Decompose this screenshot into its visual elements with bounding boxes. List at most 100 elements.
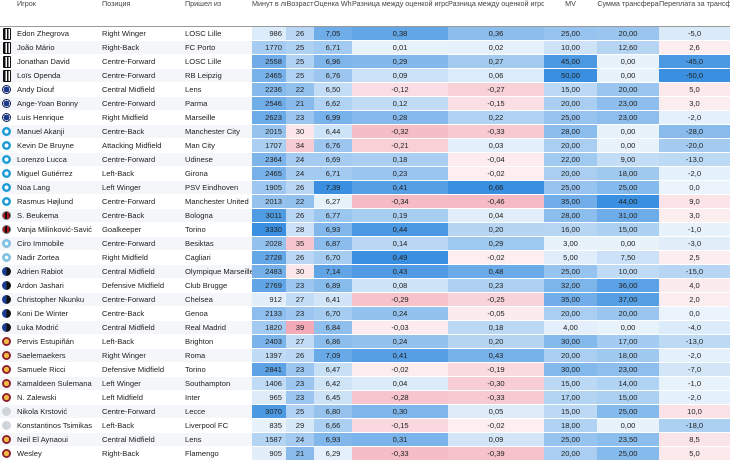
club-logo-cell	[0, 306, 13, 321]
cell-fee: 0,00	[597, 124, 659, 139]
cell-mv: 20,00	[544, 138, 597, 153]
cell-player: Jonathan David	[13, 54, 98, 69]
club-logo-cell	[0, 54, 13, 69]
cell-diff-team: 0,22	[448, 110, 544, 125]
roma-logo-icon	[2, 337, 11, 346]
cell-from: Man City	[181, 138, 252, 153]
cell-player: Kamaldeen Sulemana	[13, 376, 98, 391]
cell-fee: 25,00	[597, 180, 659, 195]
cell-from: Real Madrid	[181, 320, 252, 335]
cell-diff-prev: -0,21	[352, 138, 448, 153]
cell-fee: 23,00	[597, 110, 659, 125]
cell-mv: 15,00	[544, 82, 597, 97]
cell-overpay: 0,0	[659, 180, 730, 195]
cell-mv: 28,00	[544, 124, 597, 139]
cell-overpay: 8,5	[659, 432, 730, 447]
cell-from: Lens	[181, 432, 252, 447]
cell-player: Ciro Immobile	[13, 236, 98, 251]
cell-age: 25	[286, 404, 314, 419]
cell-overpay: -2,0	[659, 390, 730, 405]
club-logo-cell	[0, 138, 13, 153]
cell-overpay: 4,0	[659, 278, 730, 293]
cell-minutes: 2841	[252, 362, 286, 377]
cell-mv: 32,00	[544, 278, 597, 293]
cell-diff-prev: -0,12	[352, 82, 448, 97]
cell-fee: 10,00	[597, 264, 659, 279]
cell-overpay: -50,0	[659, 68, 730, 83]
atalanta-logo-icon	[2, 323, 11, 332]
cell-rating: 6,87	[314, 236, 352, 251]
cell-position: Right Winger	[98, 26, 181, 41]
cell-minutes: 2133	[252, 306, 286, 321]
cell-fee: 18,00	[597, 166, 659, 181]
cell-overpay: -4,0	[659, 320, 730, 335]
cell-diff-team: 0,66	[448, 180, 544, 195]
cell-position: Defensive Midfield	[98, 278, 181, 293]
napoli-logo-icon	[2, 127, 11, 136]
cell-player: Ange-Yoan Bonny	[13, 96, 98, 111]
club-logo-cell	[0, 180, 13, 195]
cell-position: Centre-Forward	[98, 152, 181, 167]
cell-position: Centre-Forward	[98, 236, 181, 251]
cell-overpay: -1,0	[659, 222, 730, 237]
inter-logo-icon	[2, 113, 11, 122]
cell-mv: 15,00	[544, 376, 597, 391]
milan-logo-icon	[2, 225, 11, 234]
table-row: Nikola Krstović Centre-Forward Lecce 3070 25…	[0, 404, 730, 419]
cell-rating: 6,62	[314, 96, 352, 111]
table-row: Ange-Yoan Bonny Centre-Forward Parma 2546 21…	[0, 96, 730, 111]
column-header-diff-prev: Разница между оценкой игрока и бывшей ко…	[352, 0, 448, 27]
cell-minutes: 1397	[252, 348, 286, 363]
cell-mv: 25,00	[544, 432, 597, 447]
cell-rating: 6,44	[314, 124, 352, 139]
cell-diff-team: 0,06	[448, 68, 544, 83]
club-logo-cell	[0, 404, 13, 419]
cell-age: 23	[286, 376, 314, 391]
cell-player: Wesley	[13, 446, 98, 461]
roma-logo-icon	[2, 449, 11, 458]
cell-overpay: -3,0	[659, 236, 730, 251]
cell-minutes: 1587	[252, 432, 286, 447]
napoli-logo-icon	[2, 141, 11, 150]
column-header-from: Пришел из	[181, 0, 252, 27]
cell-fee: 14,00	[597, 376, 659, 391]
cell-fee: 25,00	[597, 446, 659, 461]
cell-fee: 18,00	[597, 348, 659, 363]
cell-player: Koni De Winter	[13, 306, 98, 321]
cell-minutes: 1770	[252, 40, 286, 55]
table-row: Ardon Jashari Defensive Midfield Club Brug…	[0, 278, 730, 293]
cell-rating: 6,84	[314, 320, 352, 335]
roma-logo-icon	[2, 435, 11, 444]
cell-player: N. Zalewski	[13, 390, 98, 405]
juventus-logo-icon	[2, 41, 11, 54]
table-row: Ciro Immobile Centre-Forward Besiktas 2028 3…	[0, 236, 730, 251]
roma-logo-icon	[2, 365, 11, 374]
cell-mv: 3,00	[544, 236, 597, 251]
cell-player: Ardon Jashari	[13, 278, 98, 293]
club-logo-cell	[0, 334, 13, 349]
club-logo-cell	[0, 152, 13, 167]
column-header-rating: Оценка WhoScrored	[314, 0, 352, 27]
cell-fee: 9,00	[597, 152, 659, 167]
column-header-diff-team: Разница между оценкой игрока и команды	[448, 0, 544, 27]
cell-diff-team: -0,25	[448, 292, 544, 307]
roma-logo-icon	[2, 393, 11, 402]
cell-fee: 20,00	[597, 26, 659, 41]
cell-diff-prev: 0,14	[352, 236, 448, 251]
cell-diff-team: -0,19	[448, 362, 544, 377]
cell-minutes: 835	[252, 418, 286, 433]
table-row: Miguel Gutiérrez Left-Back Girona 2465 24 6,7…	[0, 166, 730, 181]
club-logo-cell	[0, 376, 13, 391]
cell-mv: 5,00	[544, 250, 597, 265]
cell-minutes: 2483	[252, 264, 286, 279]
milan-logo-icon	[2, 211, 11, 220]
cell-player: Kevin De Bruyne	[13, 138, 98, 153]
cell-player: Luis Henrique	[13, 110, 98, 125]
cell-overpay: 5,0	[659, 82, 730, 97]
cell-diff-prev: -0,32	[352, 124, 448, 139]
cell-diff-team: 0,02	[448, 40, 544, 55]
table-row: Samuele Ricci Defensive Midfield Torino 284…	[0, 362, 730, 377]
cell-age: 34	[286, 138, 314, 153]
table-row: Konstantinos Tsimikas Left-Back Liverpool …	[0, 418, 730, 433]
cell-diff-prev: 0,43	[352, 264, 448, 279]
